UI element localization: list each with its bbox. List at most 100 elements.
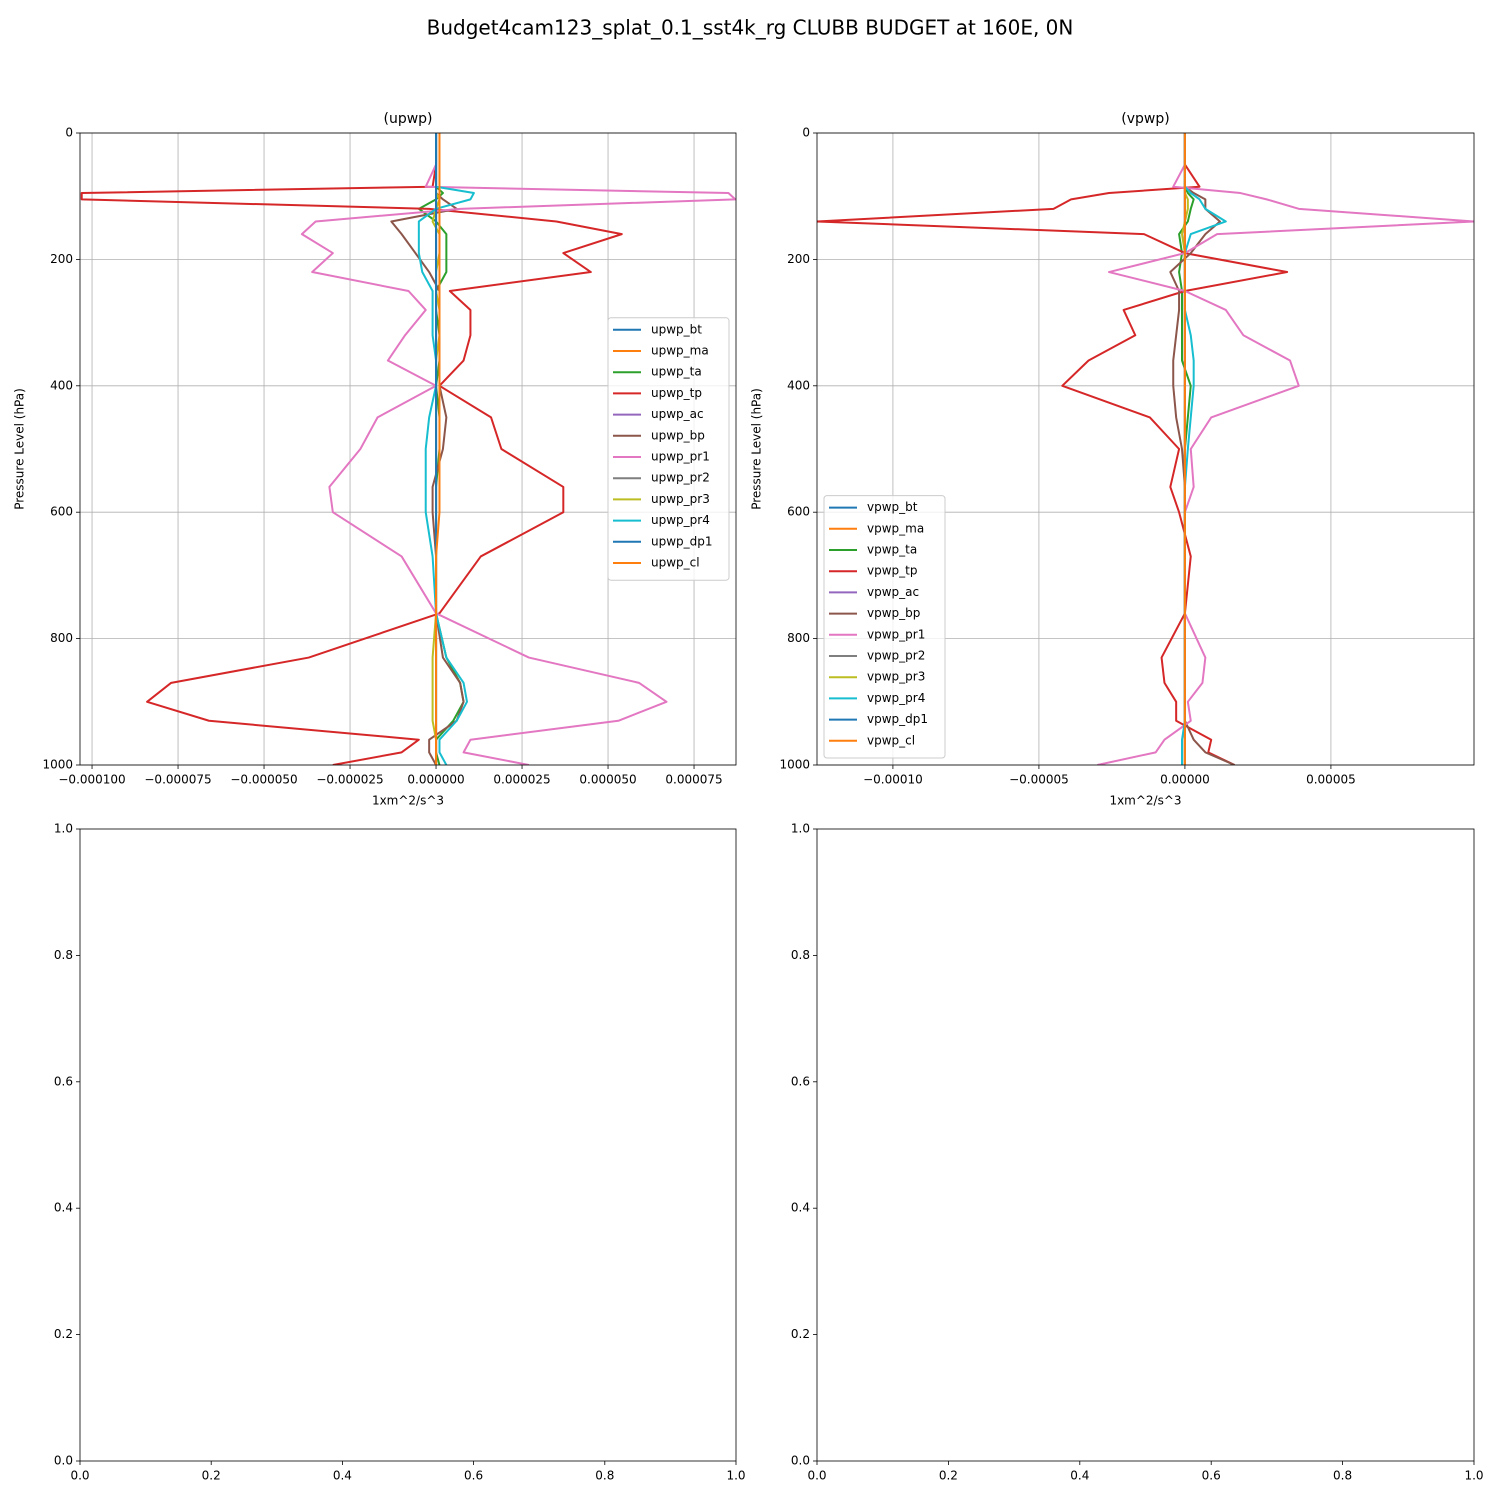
y-tick-label: 1000 — [779, 758, 810, 772]
legend-label: vpwp_ta — [867, 543, 917, 557]
axes: 0.0 0.2 0.4 0.6 0.8 1.0 0.0 0.2 0.4 0.6 0.8 1.0 — [791, 822, 1484, 1483]
y-tick-label: 0.0 — [54, 1454, 73, 1468]
y-tick-label: 800 — [787, 631, 810, 645]
x-tick-label: 0.00005 — [1306, 773, 1356, 787]
y-tick-label: 600 — [50, 505, 73, 519]
x-tick-label: 0.6 — [464, 1469, 483, 1483]
series-line — [80, 133, 623, 765]
x-axis-label: 1xm^2/s^3 — [1109, 794, 1181, 808]
x-tick-label: 0.6 — [1202, 1469, 1221, 1483]
y-tick-label: 0.8 — [791, 948, 810, 962]
y-axis-label: Pressure Level (hPa) — [13, 388, 27, 510]
legend-label: upwp_ta — [651, 365, 702, 379]
legend-label: upwp_pr1 — [651, 450, 710, 464]
axes-frame — [816, 132, 1475, 766]
legend-label: vpwp_pr4 — [867, 691, 925, 705]
legend-label: vpwp_pr1 — [867, 627, 925, 641]
x-tick-label: 0.000075 — [665, 773, 722, 787]
y-tick-label: 0.6 — [791, 1074, 810, 1088]
x-tick-label: 0.00000 — [1160, 773, 1210, 787]
y-tick-label: 0.2 — [791, 1327, 810, 1341]
legend-label: vpwp_pr2 — [867, 649, 925, 663]
y-tick-label: 0.4 — [54, 1201, 73, 1215]
axes-title: (vpwp) — [1121, 111, 1169, 127]
x-tick-label: 1.0 — [1464, 1469, 1483, 1483]
y-tick-label: 1.0 — [791, 822, 810, 836]
legend: upwp_bt upwp_ma upwp_ta upwp_tp upwp_ac upwp_… — [607, 317, 730, 581]
legend-label: upwp_cl — [651, 556, 700, 570]
y-tick-label: 0.0 — [791, 1454, 810, 1468]
legend-label: upwp_pr3 — [651, 492, 710, 506]
legend-box — [607, 317, 730, 581]
x-tick-label: 0.4 — [1070, 1469, 1089, 1483]
x-axis-label: 1xm^2/s^3 — [372, 794, 444, 808]
y-tick-label: 0.8 — [54, 948, 73, 962]
series-line — [300, 133, 736, 765]
figure-title: Budget4cam123_splat_0.1_sst4k_rg CLUBB B… — [427, 16, 1074, 40]
y-tick-label: 0.4 — [791, 1201, 810, 1215]
y-tick-label: 0 — [65, 126, 73, 140]
y-tick-label: 800 — [50, 631, 73, 645]
x-tick-label: 0.000025 — [493, 773, 550, 787]
x-tick-label: −0.00010 — [863, 773, 923, 787]
y-tick-label: 400 — [787, 378, 810, 392]
y-tick-label: 0 — [802, 126, 810, 140]
series-line — [1097, 133, 1474, 765]
y-tick-label: 400 — [50, 378, 73, 392]
legend-label: vpwp_bt — [867, 500, 918, 514]
x-tick-label: 0.0 — [807, 1469, 826, 1483]
x-tick-label: −0.000100 — [58, 773, 125, 787]
x-tick-label: 0.8 — [595, 1469, 614, 1483]
axes: −0.000100 −0.000075 −0.000050 −0.000025 0.00… — [13, 111, 737, 808]
axes-frame — [816, 828, 1475, 1462]
x-tick-label: 0.000050 — [579, 773, 636, 787]
x-tick-label: 0.000000 — [407, 773, 464, 787]
y-tick-label: 1.0 — [54, 822, 73, 836]
legend-label: vpwp_cl — [867, 733, 915, 747]
y-tick-label: 1000 — [42, 758, 73, 772]
axes-frame — [79, 132, 737, 766]
x-tick-label: 0.8 — [1333, 1469, 1352, 1483]
legend-label: vpwp_dp1 — [867, 712, 928, 726]
y-axis-label: Pressure Level (hPa) — [750, 388, 764, 510]
axes: 0.0 0.2 0.4 0.6 0.8 1.0 0.0 0.2 0.4 0.6 0.8 1.0 — [54, 822, 746, 1483]
legend-label: vpwp_bp — [867, 606, 920, 620]
axes: −0.00010 −0.00005 0.00000 0.00005 0 200 400 600… — [750, 111, 1475, 808]
legend-label: vpwp_ma — [867, 521, 924, 535]
legend-label: upwp_dp1 — [651, 534, 713, 548]
legend-label: upwp_ma — [651, 344, 709, 358]
x-tick-label: −0.000075 — [144, 773, 211, 787]
y-tick-label: 0.6 — [54, 1074, 73, 1088]
x-tick-label: 0.0 — [70, 1469, 89, 1483]
x-tick-label: 0.2 — [202, 1469, 221, 1483]
x-tick-label: 0.2 — [939, 1469, 958, 1483]
series-line — [417, 133, 475, 765]
x-tick-label: −0.000050 — [230, 773, 297, 787]
x-tick-label: −0.00005 — [1009, 773, 1069, 787]
axes-title: (upwp) — [383, 111, 432, 127]
legend-label: upwp_pr4 — [651, 513, 710, 527]
x-tick-label: 1.0 — [726, 1469, 745, 1483]
legend-label: upwp_ac — [651, 407, 704, 421]
y-tick-label: 0.2 — [54, 1327, 73, 1341]
series-line — [390, 133, 465, 765]
legend-label: upwp_pr2 — [651, 471, 710, 485]
series-line — [817, 133, 1289, 765]
legend-label: vpwp_ac — [867, 585, 919, 599]
y-tick-label: 200 — [50, 252, 73, 266]
series-line — [435, 133, 441, 765]
x-tick-label: −0.000025 — [316, 773, 383, 787]
axes-frame — [79, 828, 737, 1462]
legend-label: upwp_tp — [651, 386, 702, 400]
legend-label: vpwp_tp — [867, 564, 917, 578]
y-tick-label: 600 — [787, 505, 810, 519]
legend-label: vpwp_pr3 — [867, 670, 925, 684]
x-tick-label: 0.4 — [333, 1469, 352, 1483]
legend-label: upwp_bt — [651, 322, 702, 336]
legend-label: upwp_bp — [651, 428, 705, 442]
y-tick-label: 200 — [787, 252, 810, 266]
legend: vpwp_bt vpwp_ma vpwp_ta vpwp_tp vpwp_ac vpwp_… — [823, 495, 946, 759]
legend-box — [823, 495, 946, 759]
